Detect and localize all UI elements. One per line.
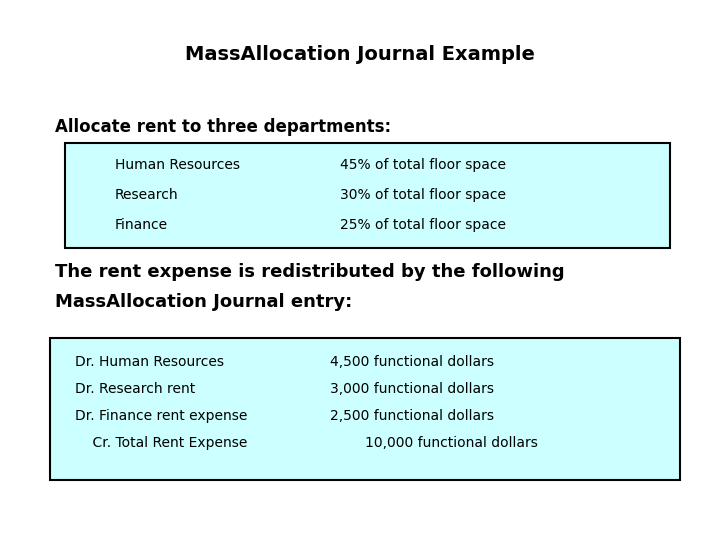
Text: 30% of total floor space: 30% of total floor space [340,188,506,202]
Text: Cr. Total Rent Expense: Cr. Total Rent Expense [75,436,248,450]
FancyBboxPatch shape [65,143,670,248]
Text: Human Resources: Human Resources [115,158,240,172]
Text: Dr. Research rent: Dr. Research rent [75,382,195,396]
Text: Dr. Human Resources: Dr. Human Resources [75,355,224,369]
Text: 25% of total floor space: 25% of total floor space [340,218,506,232]
Text: 4,500 functional dollars: 4,500 functional dollars [330,355,494,369]
Text: Research: Research [115,188,179,202]
Text: Dr. Finance rent expense: Dr. Finance rent expense [75,409,248,423]
Text: MassAllocation Journal Example: MassAllocation Journal Example [185,45,535,64]
FancyBboxPatch shape [50,338,680,480]
Text: 45% of total floor space: 45% of total floor space [340,158,506,172]
Text: 2,500 functional dollars: 2,500 functional dollars [330,409,494,423]
Text: MassAllocation Journal entry:: MassAllocation Journal entry: [55,293,352,311]
Text: Finance: Finance [115,218,168,232]
Text: The rent expense is redistributed by the following: The rent expense is redistributed by the… [55,263,564,281]
Text: Allocate rent to three departments:: Allocate rent to three departments: [55,118,391,136]
Text: 3,000 functional dollars: 3,000 functional dollars [330,382,494,396]
Text: 10,000 functional dollars: 10,000 functional dollars [330,436,538,450]
